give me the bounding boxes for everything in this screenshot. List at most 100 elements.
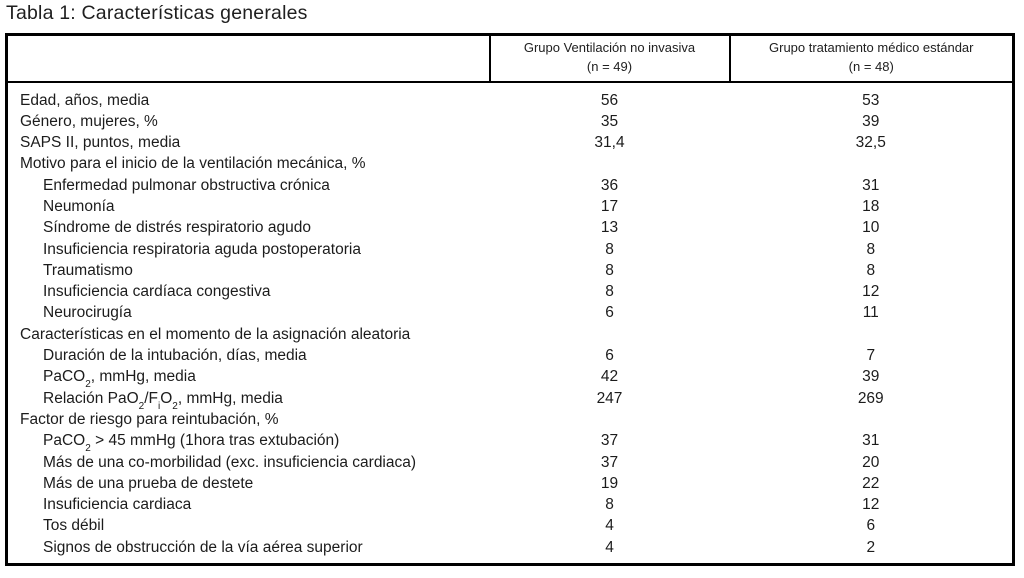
- value-niv: 35: [600, 112, 619, 130]
- value-niv: 8: [605, 261, 614, 279]
- row-label: Más de una co-morbilidad (exc. insuficie…: [43, 453, 417, 471]
- value-standard: 20: [862, 453, 880, 471]
- row-label: PaCO2, mmHg, media: [43, 368, 196, 388]
- value-standard: 31: [862, 432, 880, 450]
- row-label: Enfermedad pulmonar obstructiva crónica: [43, 176, 330, 194]
- value-standard: 6: [866, 517, 876, 535]
- value-niv: 6: [605, 347, 614, 365]
- row-label: Traumatismo: [43, 261, 133, 279]
- column-header-niv-name: Grupo Ventilación no invasiva: [523, 40, 696, 56]
- row-label: Duración de la intubación, días, media: [43, 347, 307, 365]
- row-label: Tos débil: [43, 517, 105, 535]
- characteristics-table: Grupo Ventilación no invasiva (n = 49) G…: [5, 33, 1015, 567]
- table-row: Más de una prueba de destete 19 22: [7, 473, 1014, 494]
- value-standard: [730, 153, 1014, 174]
- table-row: Enfermedad pulmonar obstructiva crónica 3…: [7, 175, 1014, 196]
- value-standard: 22: [862, 474, 880, 492]
- table-row: SAPS II, puntos, media 31,4 32,5: [7, 132, 1014, 153]
- table-row: Más de una co-morbilidad (exc. insuficie…: [7, 452, 1014, 473]
- row-label: Insuficiencia cardiaca: [43, 496, 192, 514]
- value-standard: 8: [866, 240, 876, 258]
- value-standard: 39: [862, 112, 880, 130]
- value-niv: 13: [600, 219, 619, 237]
- empty-header-cell: [6, 34, 490, 83]
- value-standard: 31: [862, 176, 880, 194]
- table-title: Tabla 1: Características generales: [6, 2, 308, 24]
- value-niv: 4: [605, 517, 614, 535]
- table-row: Edad, años, media 56 53: [7, 82, 1014, 111]
- value-standard: 12: [862, 283, 880, 301]
- table-row: Género, mujeres, % 35 39: [7, 111, 1014, 132]
- value-niv: 19: [600, 474, 619, 492]
- table-row: Síndrome de distrés respiratorio agudo 13…: [7, 217, 1014, 238]
- value-niv: 8: [605, 496, 614, 514]
- column-header-standard-name: Grupo tratamiento médico estándar: [769, 40, 974, 56]
- value-niv: 17: [600, 197, 619, 215]
- value-niv: 8: [605, 283, 614, 301]
- value-niv: [490, 153, 730, 174]
- table-body: Edad, años, media 56 53 Género, mujeres, % 3…: [7, 82, 1014, 565]
- value-standard: 12: [862, 496, 880, 514]
- table-row: Insuficiencia respiratoria aguda postope…: [7, 239, 1014, 260]
- column-header-niv-count: (n = 49): [586, 59, 633, 75]
- table-row: Neurocirugía 6 11: [7, 302, 1014, 323]
- table-header: Grupo Ventilación no invasiva (n = 49) G…: [6, 34, 1014, 83]
- row-label: PaCO2 > 45 mmHg (1hora tras extubación): [43, 432, 340, 452]
- value-standard: 11: [862, 304, 879, 322]
- row-label: Más de una prueba de destete: [43, 474, 254, 492]
- row-label: Signos de obstrucción de la vía aérea su…: [43, 538, 363, 556]
- value-niv: 42: [600, 368, 619, 386]
- table-row: Signos de obstrucción de la vía aérea su…: [7, 537, 1014, 565]
- value-standard: 10: [862, 219, 880, 237]
- row-label: Síndrome de distrés respiratorio agudo: [43, 219, 311, 237]
- row-label: Neumonía: [43, 197, 115, 215]
- table-row: Neumonía 17 18: [7, 196, 1014, 217]
- table-row: Traumatismo 8 8: [7, 260, 1014, 281]
- row-label: Género, mujeres, %: [20, 112, 158, 130]
- value-niv: 4: [605, 538, 614, 556]
- value-niv: [490, 409, 730, 430]
- value-niv: 8: [605, 240, 614, 258]
- column-header-standard-count: (n = 48): [848, 59, 894, 75]
- value-niv: 56: [600, 91, 619, 109]
- value-niv: [490, 324, 730, 345]
- table-row: PaCO2, mmHg, media 42 39: [7, 366, 1014, 387]
- row-label: Neurocirugía: [43, 304, 132, 322]
- header-row: Grupo Ventilación no invasiva (n = 49) G…: [6, 34, 1014, 83]
- table-row: Relación PaO2/FiO2, mmHg, media 247 269: [7, 388, 1014, 409]
- row-label: Insuficiencia cardíaca congestiva: [43, 283, 271, 301]
- value-niv: 247: [596, 389, 623, 407]
- value-niv: 36: [600, 176, 619, 194]
- value-standard: 18: [862, 197, 880, 215]
- row-label: Relación PaO2/FiO2, mmHg, media: [43, 389, 283, 409]
- row-label: Características en el momento de la asig…: [20, 325, 411, 343]
- row-label: Motivo para el inicio de la ventilación …: [20, 155, 366, 173]
- value-standard: 269: [857, 389, 884, 407]
- table-row: Duración de la intubación, días, media 6 7: [7, 345, 1014, 366]
- table-row: Características en el momento de la asig…: [7, 324, 1014, 345]
- value-niv: 37: [600, 453, 619, 471]
- row-label: SAPS II, puntos, media: [20, 134, 181, 152]
- table-row: Factor de riesgo para reintubación, %: [7, 409, 1014, 430]
- column-header-standard-group: Grupo tratamiento médico estándar (n = 4…: [728, 34, 1014, 83]
- row-label: Insuficiencia respiratoria aguda postope…: [43, 240, 361, 258]
- column-header-niv-group: Grupo Ventilación no invasiva (n = 49): [488, 34, 730, 83]
- value-standard: 8: [866, 261, 876, 279]
- value-standard: 39: [862, 368, 880, 386]
- value-standard: 2: [866, 538, 876, 556]
- row-label: Factor de riesgo para reintubación, %: [20, 410, 279, 428]
- table-row: Insuficiencia cardiaca 8 12: [7, 494, 1014, 515]
- value-standard: [730, 409, 1014, 430]
- table-row: Insuficiencia cardíaca congestiva 8 12: [7, 281, 1014, 302]
- table-row: Motivo para el inicio de la ventilación …: [7, 153, 1014, 174]
- value-niv: 31,4: [594, 134, 625, 152]
- value-standard: 53: [862, 91, 880, 109]
- value-standard: 7: [866, 347, 876, 365]
- table-row: PaCO2 > 45 mmHg (1hora tras extubación) 3…: [7, 430, 1014, 451]
- value-standard: [730, 324, 1014, 345]
- value-niv: 6: [605, 304, 614, 322]
- value-niv: 37: [600, 432, 619, 450]
- value-standard: 32,5: [855, 134, 886, 152]
- row-label: Edad, años, media: [20, 91, 150, 109]
